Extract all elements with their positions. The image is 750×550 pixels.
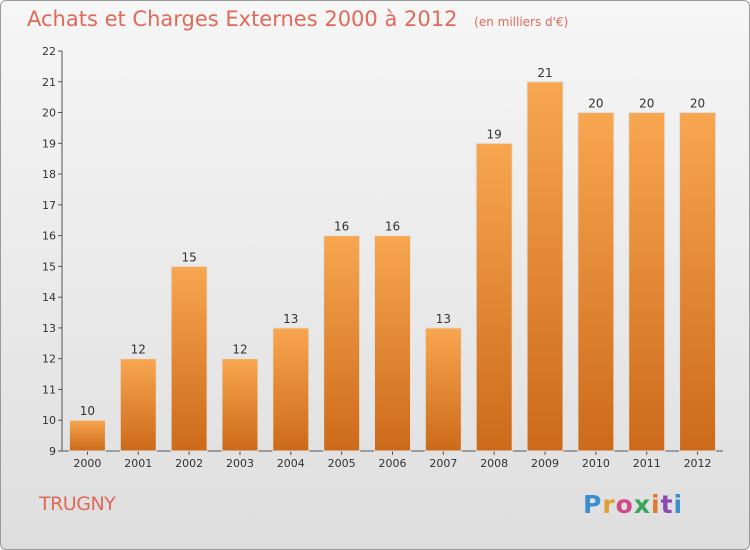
- data-label: 10: [80, 404, 95, 418]
- logo-letter: o: [615, 490, 634, 519]
- bar: [475, 142, 513, 452]
- data-label: 15: [181, 250, 196, 264]
- chart-subtitle: (en milliers d'€): [474, 15, 569, 29]
- x-tick-label: 2007: [429, 457, 457, 470]
- bar: [374, 235, 411, 452]
- y-tick-label: 17: [42, 199, 56, 212]
- bar: [221, 358, 259, 452]
- y-tick-label: 21: [42, 76, 56, 89]
- commune-name: TRUGNY: [39, 493, 116, 515]
- x-tick-label: 2004: [277, 457, 305, 470]
- logo-letter: t: [660, 490, 674, 519]
- y-tick-label: 15: [42, 260, 56, 273]
- chart-title: Achats et Charges Externes 2000 à 2012 (…: [27, 7, 568, 31]
- y-tick-label: 20: [42, 107, 56, 120]
- x-tick-label: 2001: [124, 457, 152, 470]
- y-tick-label: 13: [42, 322, 56, 335]
- data-label: 20: [690, 97, 705, 111]
- x-tick-label: 2006: [379, 457, 407, 470]
- x-tick-label: 2000: [73, 457, 101, 470]
- data-label: 16: [334, 220, 349, 234]
- y-tick-label: 10: [42, 414, 56, 427]
- data-label: 13: [283, 312, 298, 326]
- bar: [526, 81, 564, 452]
- proxiti-logo: Proxiti: [583, 490, 683, 519]
- bar: [170, 265, 208, 452]
- x-tick-label: 2002: [175, 457, 203, 470]
- y-tick-label: 11: [42, 383, 56, 396]
- x-tick-label: 2011: [633, 457, 661, 470]
- y-tick-label: 22: [42, 45, 56, 58]
- data-label: 19: [487, 127, 502, 141]
- x-tick-label: 2005: [328, 457, 356, 470]
- chart-title-text: Achats et Charges Externes 2000 à 2012: [27, 7, 458, 31]
- bar: [628, 112, 666, 452]
- logo-letter: r: [602, 490, 616, 519]
- data-label: 20: [588, 97, 603, 111]
- y-tick-label: 12: [42, 353, 56, 366]
- bar: [68, 419, 106, 452]
- x-tick-label: 2003: [226, 457, 254, 470]
- logo-letter: x: [633, 490, 651, 519]
- logo-letter: P: [583, 490, 603, 519]
- y-tick-label: 14: [42, 291, 56, 304]
- data-label: 16: [385, 220, 400, 234]
- y-tick-label: 16: [42, 230, 56, 243]
- data-label: 13: [436, 312, 451, 326]
- x-tick-label: 2009: [531, 457, 559, 470]
- x-tick-label: 2012: [684, 457, 712, 470]
- bar: [424, 327, 462, 452]
- y-tick-label: 18: [42, 168, 56, 181]
- x-tick-label: 2008: [480, 457, 508, 470]
- x-tick-label: 2010: [582, 457, 610, 470]
- bar: [577, 112, 615, 452]
- bar: [272, 327, 310, 452]
- logo-letter: i: [673, 490, 684, 519]
- y-tick-label: 19: [42, 137, 56, 150]
- bar: [679, 112, 717, 452]
- logo-letter: i: [651, 490, 661, 519]
- data-label: 12: [131, 343, 146, 357]
- bar: [323, 235, 361, 452]
- data-label: 20: [639, 97, 654, 111]
- data-label: 21: [537, 66, 552, 80]
- y-tick-label: 9: [49, 445, 56, 458]
- data-label: 12: [232, 343, 247, 357]
- bar: [119, 358, 157, 452]
